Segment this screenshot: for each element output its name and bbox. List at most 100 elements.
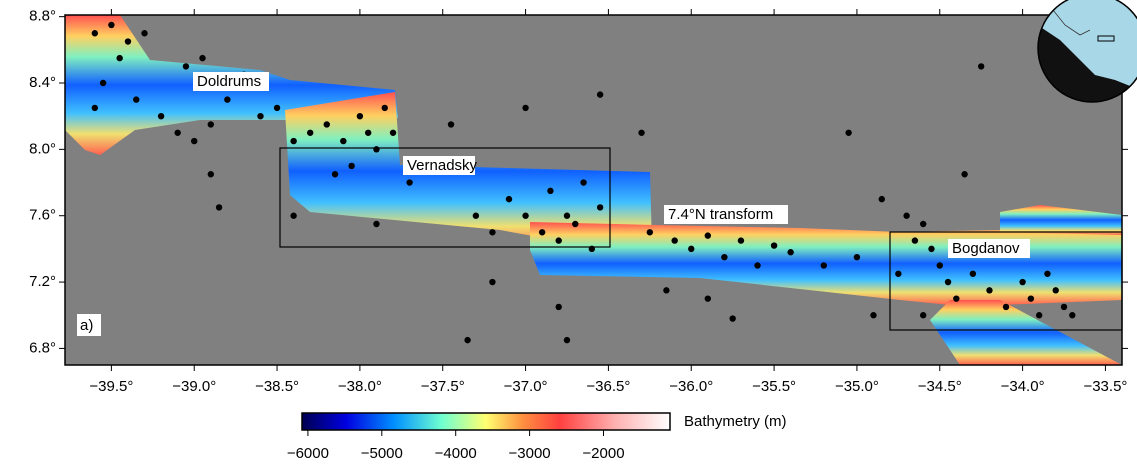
event	[936, 262, 943, 269]
event	[547, 187, 554, 195]
event	[207, 171, 214, 178]
x-tick-label: −34.5°	[918, 378, 962, 395]
event	[895, 270, 902, 277]
label-box	[403, 156, 475, 175]
event	[1044, 270, 1051, 277]
x-tick-label: −37.5°	[421, 378, 465, 395]
feature-label: Bogdanov	[952, 240, 1020, 257]
event	[323, 121, 330, 128]
y-tick-label: 8.4°	[29, 74, 56, 91]
study-box	[279, 147, 611, 248]
feature-label: 7.4°N transform	[668, 206, 773, 223]
event	[91, 104, 99, 112]
event	[555, 303, 562, 311]
event	[406, 179, 413, 186]
event	[580, 179, 587, 186]
event	[522, 212, 529, 219]
colorbar-scale	[301, 412, 671, 431]
x-tick-label: −33.5°	[1083, 378, 1127, 395]
inset-globe	[1037, 0, 1137, 103]
event	[199, 54, 206, 62]
event	[853, 253, 861, 261]
x-tick-label: −39.0°	[172, 378, 216, 395]
x-tick-label: −36.5°	[586, 378, 630, 395]
event	[986, 287, 993, 294]
event	[505, 195, 513, 203]
event	[919, 220, 927, 228]
event	[373, 146, 380, 153]
event	[290, 212, 297, 219]
event	[1060, 303, 1068, 311]
event	[116, 54, 123, 62]
y-tick-label: 7.6°	[29, 207, 56, 224]
event	[787, 249, 794, 256]
label-box	[193, 72, 269, 91]
event	[522, 104, 529, 112]
event	[257, 112, 264, 120]
event	[182, 63, 190, 70]
event	[373, 220, 380, 228]
event	[1002, 303, 1010, 311]
label-box	[77, 314, 101, 336]
globe-box	[1097, 35, 1115, 42]
event	[646, 229, 654, 236]
event	[356, 112, 364, 120]
event	[174, 129, 181, 136]
event	[704, 232, 712, 239]
event	[928, 245, 935, 253]
event	[688, 245, 695, 253]
event	[969, 270, 977, 277]
event	[91, 30, 99, 37]
event	[671, 237, 678, 244]
feature-label: Vernadsky	[407, 157, 478, 174]
y-tick-label: 6.8°	[29, 339, 56, 356]
colorbar: Bathymetry (m) −6000 −5000 −4000 −3000 −2000	[287, 412, 787, 462]
event	[224, 96, 231, 103]
swath	[1000, 205, 1122, 235]
x-tick-label: −37.0°	[504, 378, 548, 395]
event	[447, 121, 455, 128]
colorbar-label: Bathymetry (m)	[684, 413, 787, 430]
event	[870, 312, 877, 319]
event	[638, 129, 645, 136]
event	[729, 315, 736, 322]
event	[721, 253, 728, 261]
event	[538, 229, 546, 236]
event	[108, 21, 115, 29]
event	[944, 278, 952, 286]
x-tick-label: −36.0°	[669, 378, 713, 395]
event	[364, 129, 372, 136]
event	[572, 220, 579, 228]
event	[555, 237, 562, 244]
event	[663, 287, 670, 294]
event	[1052, 287, 1059, 294]
feature-label: Doldrums	[197, 73, 261, 90]
x-tick-label: −35.0°	[835, 378, 879, 395]
event	[596, 204, 604, 211]
event	[1035, 312, 1043, 319]
event	[754, 262, 761, 269]
globe-outline	[1037, 0, 1137, 103]
event	[878, 195, 885, 203]
event	[489, 229, 496, 236]
label-box	[664, 205, 788, 224]
event	[133, 96, 140, 103]
event	[331, 171, 339, 178]
event	[99, 79, 107, 87]
colorbar-tick-label: −6000	[287, 445, 329, 462]
event	[1019, 278, 1026, 286]
event	[472, 212, 480, 219]
event	[191, 137, 198, 145]
event	[953, 295, 960, 302]
event	[845, 129, 852, 136]
event	[737, 237, 745, 244]
event	[977, 63, 985, 70]
colorbar-tick-label: −5000	[361, 445, 403, 462]
x-tick-label: −34.0°	[1001, 378, 1045, 395]
event	[141, 30, 148, 37]
event	[340, 137, 347, 145]
events	[91, 21, 1076, 344]
event	[215, 204, 223, 211]
event	[464, 336, 471, 344]
